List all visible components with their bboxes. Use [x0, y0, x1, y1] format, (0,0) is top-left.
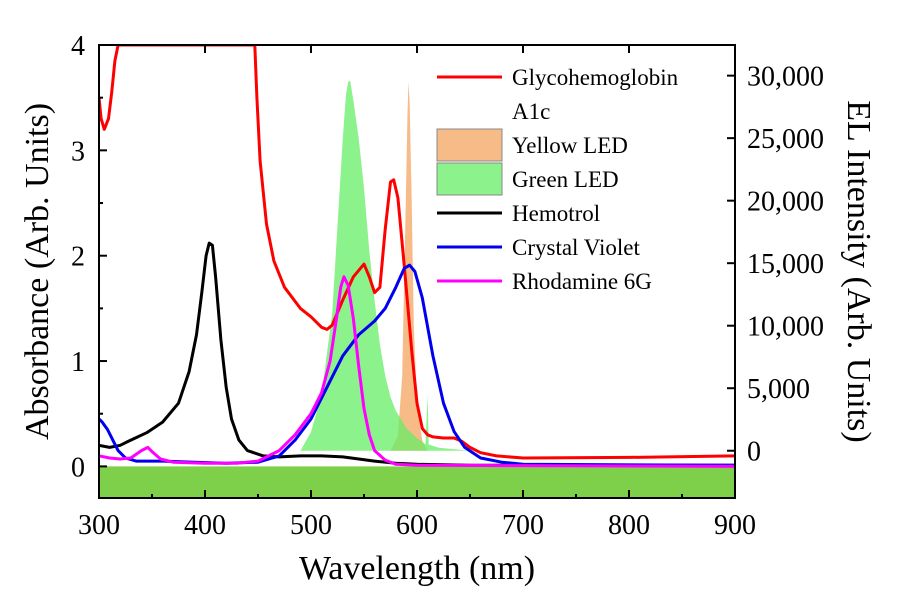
x-axis: 300 400 500 600 700 800 900: [78, 45, 756, 541]
x-tick-label: 900: [714, 510, 756, 541]
legend-swatch: [436, 128, 503, 162]
y-tick-label: 2: [71, 242, 85, 273]
legend-label: Rhodamine 6G: [512, 269, 652, 294]
y-axis-left: 0 1 2 3 4: [71, 31, 107, 483]
x-tick-label: 300: [78, 510, 120, 541]
y2-tick-label: 5,000: [747, 374, 810, 405]
x-tick-label: 500: [290, 510, 332, 541]
x-axis-title: Wavelength (nm): [299, 550, 535, 587]
legend-label: Yellow LED: [512, 133, 628, 158]
x-tick-label: 600: [396, 510, 438, 541]
y-tick-label: 4: [71, 31, 85, 62]
x-tick-label: 700: [502, 510, 544, 541]
legend-label: Hemotrol: [512, 201, 600, 226]
series-line-hemotrol: [99, 241, 735, 467]
y2-tick-label: 10,000: [747, 312, 824, 343]
series-line-glycohemoglobin-a1c: [99, 45, 735, 460]
legend-label: Green LED: [512, 167, 619, 192]
y2-tick-label: 25,000: [747, 124, 824, 155]
y-tick-label: 3: [71, 136, 85, 167]
legend-swatch: [436, 162, 503, 196]
x-tick-label: 400: [184, 510, 226, 541]
series-line-rhodamine-6g: [99, 275, 735, 468]
y-tick-label: 1: [71, 347, 85, 378]
y2-tick-label: 15,000: [747, 249, 824, 280]
y-tick-label: 0: [71, 452, 85, 483]
x-tick-label: 800: [608, 510, 650, 541]
y2-tick-label: 30,000: [747, 62, 824, 93]
y2-axis-title: EL Intensity (Arb. Units): [840, 100, 877, 442]
y2-tick-label: 0: [747, 437, 761, 468]
legend-label: Crystal Violet: [512, 235, 640, 260]
legend-label: Glycohemoglobin: [512, 65, 679, 90]
series-line-layer: [99, 45, 735, 468]
y2-tick-label: 20,000: [747, 187, 824, 218]
y-axis-right: 0 5,000 10,000 15,000 20,000 25,000 30,000: [727, 62, 824, 468]
y-axis-title: Absorbance (Arb. Units): [19, 103, 56, 440]
legend: Glycohemoglobin A1c Yellow LED Green LED Hem…: [436, 65, 679, 294]
legend-label: A1c: [512, 99, 550, 124]
